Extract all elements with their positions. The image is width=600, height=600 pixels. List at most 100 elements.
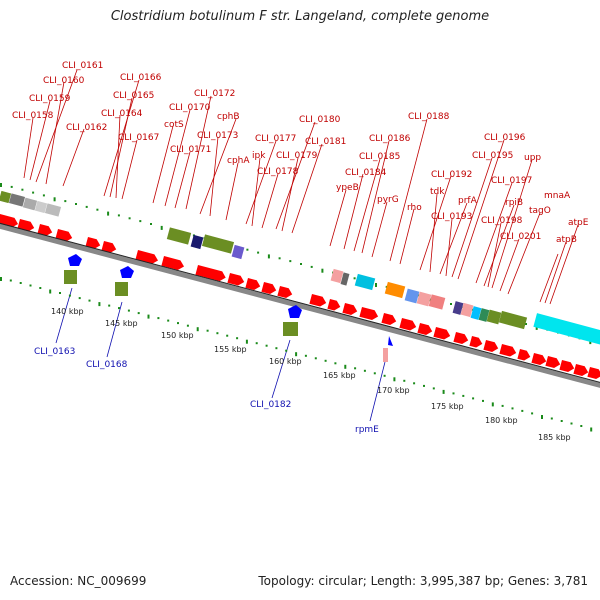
track-tick bbox=[300, 263, 302, 265]
gene-label-rpiB[interactable]: rpiB bbox=[505, 198, 523, 208]
gene-label-cli-0196[interactable]: CLI_0196 bbox=[484, 133, 526, 143]
track-tick bbox=[186, 324, 189, 327]
gene-label-cli-0173[interactable]: CLI_0173 bbox=[197, 131, 238, 141]
track-tick bbox=[531, 412, 534, 415]
gene-label-cli-0188[interactable]: CLI_0188 bbox=[408, 112, 450, 122]
track-tick bbox=[10, 185, 13, 188]
forward-gene-arrow bbox=[399, 318, 417, 331]
track-tick bbox=[265, 344, 268, 347]
gene-label-cli-0159[interactable]: CLI_0159 bbox=[29, 94, 71, 104]
forward-gene-arrow bbox=[381, 313, 397, 325]
track-tick bbox=[560, 420, 563, 422]
track-tick bbox=[373, 372, 376, 375]
track-tick bbox=[64, 200, 67, 203]
track-tick bbox=[206, 329, 209, 332]
gene-label-cli-0197[interactable]: CLI_0197 bbox=[491, 176, 532, 186]
gene-label-cli-0186[interactable]: CLI_0186 bbox=[369, 134, 411, 144]
gene-label-cli-0172[interactable]: CLI_0172 bbox=[194, 89, 235, 99]
track-tick bbox=[471, 308, 474, 311]
track-tick bbox=[501, 404, 504, 407]
track-tick bbox=[59, 292, 61, 294]
track-tick bbox=[363, 369, 366, 372]
gene-label-cli-0198[interactable]: CLI_0198 bbox=[481, 216, 523, 226]
track-tick bbox=[139, 220, 142, 223]
gene-label-atpB[interactable]: atpB bbox=[556, 235, 577, 245]
scale-label-175: 175 kbp bbox=[431, 402, 464, 411]
track-tick bbox=[127, 309, 130, 312]
track-tick bbox=[393, 377, 396, 382]
track-tick bbox=[216, 332, 219, 335]
gene-label-cotS[interactable]: cotS bbox=[164, 120, 184, 130]
accession-text: Accession: NC_009699 bbox=[10, 574, 147, 588]
gene-label-cphB[interactable]: cphB bbox=[217, 112, 240, 122]
gene-label-cphA[interactable]: cphA bbox=[227, 156, 250, 166]
gene-label-cli-0179[interactable]: CLI_0179 bbox=[276, 151, 318, 161]
track-tick bbox=[257, 251, 260, 254]
gene-label-ipk[interactable]: ipk bbox=[252, 151, 266, 161]
gene-label-tdk[interactable]: tdk bbox=[430, 187, 445, 197]
track-tick bbox=[550, 417, 553, 420]
gene-label-tagO[interactable]: tagO bbox=[529, 206, 551, 216]
gene-label-mnaA[interactable]: mnaA bbox=[544, 191, 571, 201]
gene-label-cli-0166[interactable]: CLI_0166 bbox=[120, 73, 162, 83]
forward-gene-arrow bbox=[261, 282, 277, 294]
gene-label-atpE[interactable]: atpE bbox=[568, 218, 589, 228]
reverse-leader-lines bbox=[55, 287, 386, 422]
track-tick bbox=[375, 283, 377, 287]
gene-label-cli-0171[interactable]: CLI_0171 bbox=[170, 145, 211, 155]
gene-label-cli-0160[interactable]: CLI_0160 bbox=[43, 76, 85, 86]
track-tick bbox=[9, 279, 12, 282]
gene-label-rpmE[interactable]: rpmE bbox=[355, 425, 379, 435]
gene-label-cli-0163[interactable]: CLI_0163 bbox=[34, 347, 75, 357]
forward-leader-lines bbox=[23, 69, 579, 305]
gene-label-cli-0185[interactable]: CLI_0185 bbox=[359, 152, 400, 162]
gene-label-ypeB[interactable]: ypeB bbox=[336, 183, 359, 193]
track-tick bbox=[245, 339, 248, 344]
gene-label-cli-0177[interactable]: CLI_0177 bbox=[255, 134, 296, 144]
track-tick bbox=[39, 287, 42, 289]
track-tick bbox=[53, 197, 56, 202]
track-tick bbox=[589, 340, 592, 345]
gene-label-cli-0168[interactable]: CLI_0168 bbox=[86, 360, 128, 370]
track-tick bbox=[535, 325, 538, 330]
gene-label-cli-0161[interactable]: CLI_0161 bbox=[62, 61, 103, 71]
gene-label-pyrG[interactable]: pyrG bbox=[377, 195, 399, 205]
gene-label-cli-0192[interactable]: CLI_0192 bbox=[431, 170, 472, 180]
gene-label-rho[interactable]: rho bbox=[407, 203, 422, 213]
gene-label-cli-0181[interactable]: CLI_0181 bbox=[305, 137, 346, 147]
gene-label-cli-0201[interactable]: CLI_0201 bbox=[500, 232, 541, 242]
gene-label-cli-0158[interactable]: CLI_0158 bbox=[12, 111, 54, 121]
gene-label-cli-0193[interactable]: CLI_0193 bbox=[431, 212, 472, 222]
genome-backbone bbox=[0, 222, 600, 388]
forward-gene-arrow bbox=[327, 299, 341, 311]
track-tick bbox=[275, 347, 278, 350]
gene-label-prfA[interactable]: prfA bbox=[458, 196, 478, 206]
forward-gene-arrow bbox=[55, 229, 73, 242]
track-tick bbox=[580, 425, 583, 427]
track-tick bbox=[278, 257, 281, 260]
gene-label-cli-0165[interactable]: CLI_0165 bbox=[113, 91, 154, 101]
gene-label-cli-0184[interactable]: CLI_0184 bbox=[345, 168, 387, 178]
gene-label-cli-0180[interactable]: CLI_0180 bbox=[299, 115, 341, 125]
gene-label-cli-0164[interactable]: CLI_0164 bbox=[101, 109, 143, 119]
gene-label-cli-0178[interactable]: CLI_0178 bbox=[257, 167, 299, 177]
gene-label-cli-0167[interactable]: CLI_0167 bbox=[118, 133, 159, 143]
gene-label-upp[interactable]: upp bbox=[524, 153, 541, 163]
track-tick bbox=[570, 422, 573, 425]
track-tick bbox=[78, 297, 81, 300]
track-tick bbox=[304, 354, 307, 357]
track-tick bbox=[491, 402, 494, 407]
forward-gene-arrow bbox=[101, 241, 117, 253]
reverse-gene-features bbox=[64, 254, 393, 362]
track-tick bbox=[344, 364, 347, 369]
gene-label-cli-0182[interactable]: CLI_0182 bbox=[250, 400, 291, 410]
gene-label-cli-0195[interactable]: CLI_0195 bbox=[472, 151, 513, 161]
gene-label-cli-0170[interactable]: CLI_0170 bbox=[169, 103, 211, 113]
track-tick bbox=[147, 314, 150, 319]
forward-gene-arrow bbox=[545, 356, 561, 368]
forward-gene-arrow bbox=[37, 224, 53, 236]
gene-label-cli-0162[interactable]: CLI_0162 bbox=[66, 123, 107, 133]
forward-gene-arrow bbox=[277, 286, 293, 298]
track-tick bbox=[167, 319, 170, 322]
track-tick bbox=[521, 409, 524, 412]
